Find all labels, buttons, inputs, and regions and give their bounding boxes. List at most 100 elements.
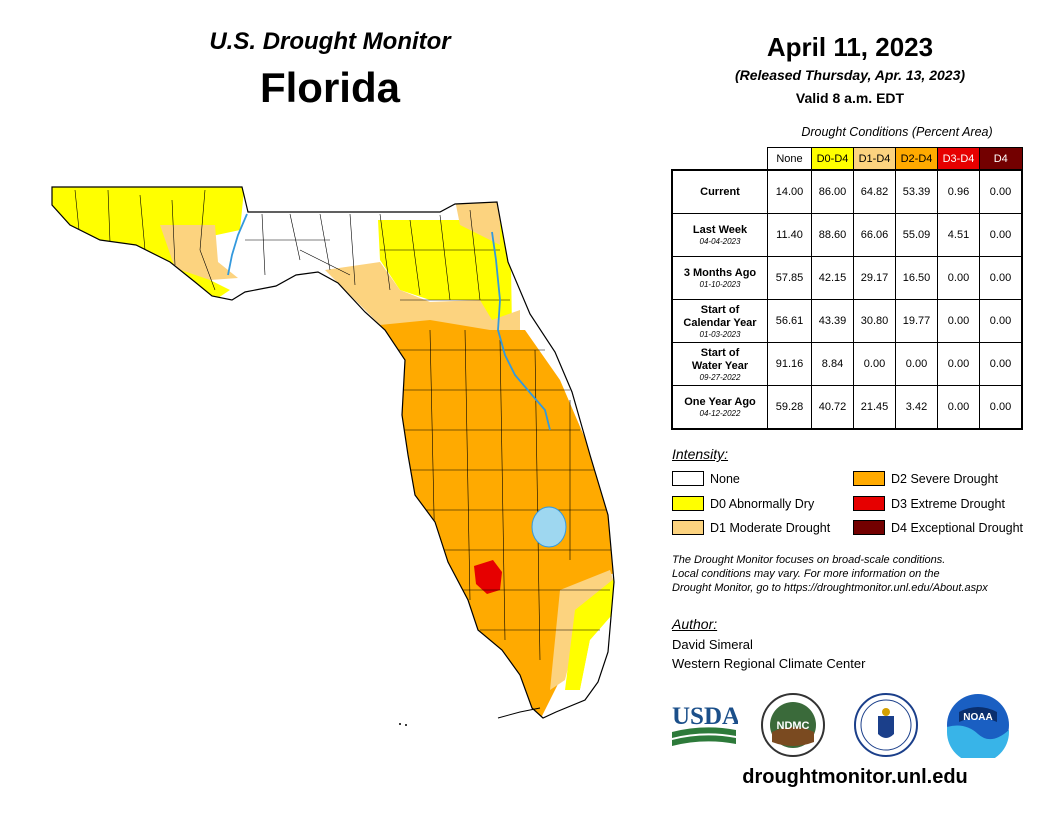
row-label-text-2: Calendar Year <box>683 316 757 329</box>
table-cell: 29.17 <box>853 256 896 300</box>
legend-item-none: None <box>672 471 740 486</box>
table-row: 3 Months Ago 01-10-2023 57.85 42.15 29.17 16.… <box>671 256 1023 300</box>
table-cell: 4.51 <box>937 213 980 257</box>
legend-label: D3 Extreme Drought <box>891 496 1005 511</box>
row-date: 01-03-2023 <box>699 329 741 339</box>
d1-northeast-area <box>455 200 500 245</box>
table-cell: 0.00 <box>979 213 1023 257</box>
legend-item-d0: D0 Abnormally Dry <box>672 496 814 511</box>
lake-okeechobee <box>531 506 567 548</box>
ndmc-logo: NDMC <box>761 693 825 757</box>
row-label-text: Start of <box>700 346 740 359</box>
drought-conditions-table: None D0-D4 D1-D4 D2-D4 D3-D4 D4 Current 1… <box>671 147 1023 430</box>
d0-southeast-area <box>565 578 614 690</box>
row-label-text: Last Week <box>692 224 748 236</box>
table-cell: 0.00 <box>979 385 1023 430</box>
row-label-text: One Year Ago <box>684 396 756 408</box>
row-date: 01-10-2023 <box>699 280 741 289</box>
table-cell: 59.28 <box>767 385 812 430</box>
row-label: Current <box>671 169 768 214</box>
ndmc-logo-text: NDMC <box>777 720 810 732</box>
table-cell: 0.00 <box>979 299 1023 343</box>
legend-label: D4 Exceptional Drought <box>891 520 1024 535</box>
table-cell: 53.39 <box>895 169 938 214</box>
commerce-seal-logo <box>854 693 918 757</box>
table-cell: 40.72 <box>811 385 854 430</box>
drought-areas <box>52 187 614 718</box>
valid-time: Valid 8 a.m. EDT <box>795 90 905 106</box>
table-caption: Drought Conditions (Percent Area) <box>801 125 993 139</box>
d1-panhandle-area <box>160 225 238 280</box>
florida-outline <box>51 186 615 719</box>
table-cell: 19.77 <box>895 299 938 343</box>
florida-keys <box>399 707 541 726</box>
table-row: Start of Water Year 09-27-2022 91.16 8.84 0.0… <box>671 342 1023 386</box>
legend-swatch <box>853 471 885 486</box>
table-cell: 16.50 <box>895 256 938 300</box>
table-cell: 14.00 <box>767 169 812 214</box>
row-label: Last Week 04-04-2023 <box>671 213 768 257</box>
release-date: (Released Thursday, Apr. 13, 2023) <box>734 67 966 83</box>
legend-item-d3: D3 Extreme Drought <box>853 496 1005 511</box>
county-lines <box>74 189 612 661</box>
table-cell: 21.45 <box>853 385 896 430</box>
table-cell: 0.00 <box>937 299 980 343</box>
col-header-d4: D4 <box>979 147 1023 171</box>
legend-label: None <box>710 471 740 486</box>
d1-north-area <box>325 262 520 335</box>
table-row: Last Week 04-04-2023 11.40 88.60 66.06 55.09 4… <box>671 213 1023 257</box>
noaa-logo-text: NOAA <box>963 712 992 723</box>
table-cell: 0.00 <box>937 342 980 386</box>
row-label: Start of Water Year 09-27-2022 <box>671 342 768 386</box>
website-link[interactable]: droughtmonitor.unl.edu <box>742 766 968 788</box>
col-header-none: None <box>767 147 812 171</box>
table-cell: 0.00 <box>979 342 1023 386</box>
table-cell: 3.42 <box>895 385 938 430</box>
legend-swatch <box>672 496 704 511</box>
apalachicola-river <box>227 213 248 276</box>
row-date: 04-12-2022 <box>699 409 741 418</box>
table-cell: 0.00 <box>937 385 980 430</box>
legend-item-d1: D1 Moderate Drought <box>672 520 830 535</box>
col-header-d0-d4: D0-D4 <box>811 147 854 171</box>
noaa-logo: NOAA <box>947 694 1009 758</box>
state-name: Florida <box>259 64 400 111</box>
note-line: The Drought Monitor focuses on broad-sca… <box>672 554 946 566</box>
legend-label: D1 Moderate Drought <box>710 520 831 535</box>
legend-swatch <box>672 520 704 535</box>
row-date: 04-04-2023 <box>699 237 741 246</box>
note-line: Local conditions may vary. For more info… <box>672 568 940 580</box>
table-cell: 56.61 <box>767 299 812 343</box>
usda-logo: USDA <box>672 703 738 746</box>
table-cell: 42.15 <box>811 256 854 300</box>
usda-logo-text: USDA <box>672 703 738 730</box>
table-cell: 30.80 <box>853 299 896 343</box>
table-cell: 66.06 <box>853 213 896 257</box>
row-label-text-2: Water Year <box>691 359 749 372</box>
map-date: April 11, 2023 <box>766 32 934 62</box>
map-title: U.S. Drought Monitor <box>209 28 451 55</box>
row-label-text: Current <box>700 185 740 198</box>
row-label: One Year Ago 04-12-2022 <box>671 385 768 430</box>
table-cell: 0.00 <box>853 342 896 386</box>
note-line: Drought Monitor, go to https://droughtmo… <box>672 582 988 594</box>
col-header-d3-d4: D3-D4 <box>937 147 980 171</box>
row-date: 09-27-2022 <box>699 372 741 382</box>
table-cell: 86.00 <box>811 169 854 214</box>
col-header-d2-d4: D2-D4 <box>895 147 938 171</box>
legend-label: D0 Abnormally Dry <box>710 496 815 511</box>
col-header-d1-d4: D1-D4 <box>853 147 896 171</box>
table-cell: 11.40 <box>767 213 812 257</box>
table-row: Start of Calendar Year 01-03-2023 56.61 43.3… <box>671 299 1023 343</box>
table-corner <box>672 148 768 171</box>
legend-item-d2: D2 Severe Drought <box>853 471 998 486</box>
author-org: Western Regional Climate Center <box>672 656 866 671</box>
legend-label: D2 Severe Drought <box>891 471 999 486</box>
legend-swatch <box>853 496 885 511</box>
author-name: David Simeral <box>672 637 753 652</box>
table-cell: 64.82 <box>853 169 896 214</box>
table-cell: 55.09 <box>895 213 938 257</box>
table-cell: 91.16 <box>767 342 812 386</box>
legend-item-d4: D4 Exceptional Drought <box>853 520 1023 535</box>
table-cell: 0.00 <box>979 169 1023 214</box>
